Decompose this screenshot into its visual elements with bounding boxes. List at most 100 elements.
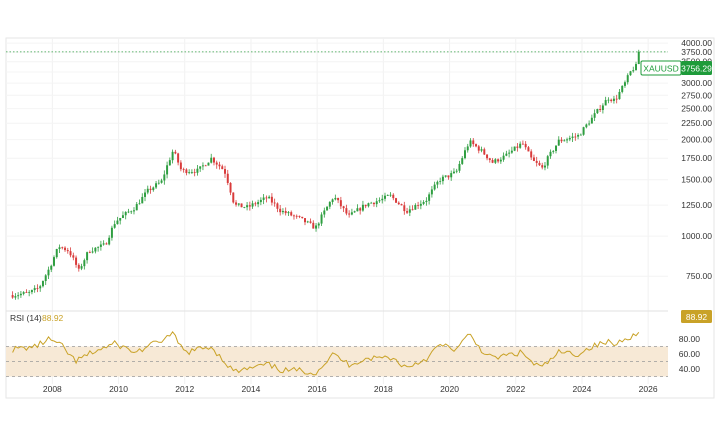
candle[interactable] bbox=[190, 169, 193, 174]
candle[interactable] bbox=[14, 293, 17, 300]
candle[interactable] bbox=[281, 208, 284, 215]
candle[interactable] bbox=[105, 242, 108, 245]
candle[interactable] bbox=[513, 146, 516, 152]
candle[interactable] bbox=[519, 141, 522, 149]
candle[interactable] bbox=[39, 284, 42, 292]
candle[interactable] bbox=[375, 197, 378, 208]
candle[interactable] bbox=[339, 196, 342, 210]
candle[interactable] bbox=[475, 143, 478, 148]
candle[interactable] bbox=[66, 247, 69, 254]
candle[interactable] bbox=[441, 174, 444, 185]
candle[interactable] bbox=[491, 158, 494, 164]
candle[interactable] bbox=[455, 168, 458, 174]
candle[interactable] bbox=[381, 194, 384, 204]
candle[interactable] bbox=[320, 212, 323, 227]
candle[interactable] bbox=[397, 201, 400, 205]
candle[interactable] bbox=[433, 181, 436, 191]
candle[interactable] bbox=[83, 258, 86, 270]
candle[interactable] bbox=[334, 194, 337, 201]
candle[interactable] bbox=[254, 201, 257, 207]
candle[interactable] bbox=[486, 154, 489, 161]
candle[interactable] bbox=[157, 179, 160, 185]
candle[interactable] bbox=[276, 202, 279, 213]
candle[interactable] bbox=[505, 150, 508, 157]
candle[interactable] bbox=[599, 104, 602, 113]
candle[interactable] bbox=[44, 274, 47, 285]
candle[interactable] bbox=[588, 120, 591, 126]
candle[interactable] bbox=[331, 198, 334, 205]
candle[interactable] bbox=[232, 192, 235, 204]
candle[interactable] bbox=[447, 175, 450, 180]
candle[interactable] bbox=[510, 146, 513, 154]
candle[interactable] bbox=[141, 193, 144, 204]
candle[interactable] bbox=[350, 208, 353, 216]
candle[interactable] bbox=[621, 85, 624, 94]
candle[interactable] bbox=[94, 247, 97, 254]
candle[interactable] bbox=[483, 147, 486, 156]
rsi-series-line[interactable] bbox=[12, 330, 640, 376]
candle[interactable] bbox=[543, 162, 546, 171]
candle[interactable] bbox=[579, 133, 582, 136]
candle[interactable] bbox=[566, 137, 569, 144]
candle[interactable] bbox=[582, 126, 585, 136]
candle[interactable] bbox=[226, 169, 229, 186]
candle[interactable] bbox=[328, 201, 331, 210]
candle[interactable] bbox=[11, 291, 14, 299]
candle[interactable] bbox=[389, 192, 392, 197]
candle[interactable] bbox=[292, 214, 295, 220]
candle[interactable] bbox=[348, 210, 351, 218]
candle[interactable] bbox=[386, 194, 389, 196]
candle[interactable] bbox=[259, 197, 262, 206]
candle[interactable] bbox=[119, 217, 122, 225]
candle[interactable] bbox=[215, 160, 218, 169]
candle[interactable] bbox=[135, 201, 138, 211]
candle[interactable] bbox=[604, 96, 607, 106]
candle[interactable] bbox=[439, 177, 442, 185]
candle[interactable] bbox=[58, 244, 61, 253]
candle[interactable] bbox=[69, 247, 72, 258]
candle[interactable] bbox=[497, 158, 500, 164]
candle[interactable] bbox=[428, 192, 431, 205]
candle[interactable] bbox=[521, 140, 524, 145]
candle[interactable] bbox=[218, 161, 221, 170]
candle[interactable] bbox=[472, 138, 475, 147]
candle[interactable] bbox=[430, 186, 433, 198]
candle[interactable] bbox=[306, 220, 309, 224]
candle[interactable] bbox=[378, 197, 381, 203]
candle[interactable] bbox=[637, 49, 640, 65]
candle[interactable] bbox=[88, 250, 91, 254]
candle[interactable] bbox=[97, 246, 100, 252]
candle[interactable] bbox=[127, 208, 130, 214]
candle[interactable] bbox=[463, 147, 466, 160]
candle[interactable] bbox=[309, 218, 312, 224]
candle[interactable] bbox=[257, 199, 260, 208]
candle[interactable] bbox=[632, 66, 635, 73]
candle[interactable] bbox=[287, 211, 290, 217]
candle[interactable] bbox=[395, 197, 398, 204]
candle[interactable] bbox=[618, 88, 621, 100]
candle[interactable] bbox=[174, 149, 177, 155]
candle[interactable] bbox=[607, 97, 610, 104]
candle[interactable] bbox=[72, 252, 75, 261]
candle[interactable] bbox=[130, 210, 133, 215]
candle[interactable] bbox=[312, 220, 315, 229]
candle[interactable] bbox=[400, 203, 403, 206]
candle[interactable] bbox=[146, 185, 149, 195]
candle[interactable] bbox=[610, 98, 613, 103]
candle[interactable] bbox=[635, 61, 637, 71]
candle[interactable] bbox=[560, 137, 563, 143]
candle[interactable] bbox=[235, 200, 238, 207]
candle[interactable] bbox=[372, 202, 375, 207]
candle[interactable] bbox=[121, 211, 124, 219]
candle[interactable] bbox=[108, 235, 111, 246]
candle[interactable] bbox=[301, 216, 304, 219]
candle[interactable] bbox=[160, 178, 163, 184]
candle[interactable] bbox=[629, 70, 632, 76]
candle[interactable] bbox=[270, 193, 273, 206]
candle[interactable] bbox=[64, 246, 67, 252]
candle[interactable] bbox=[36, 284, 39, 293]
candle[interactable] bbox=[155, 180, 158, 189]
candle[interactable] bbox=[403, 201, 406, 215]
candle[interactable] bbox=[422, 200, 425, 206]
candle[interactable] bbox=[149, 185, 152, 194]
